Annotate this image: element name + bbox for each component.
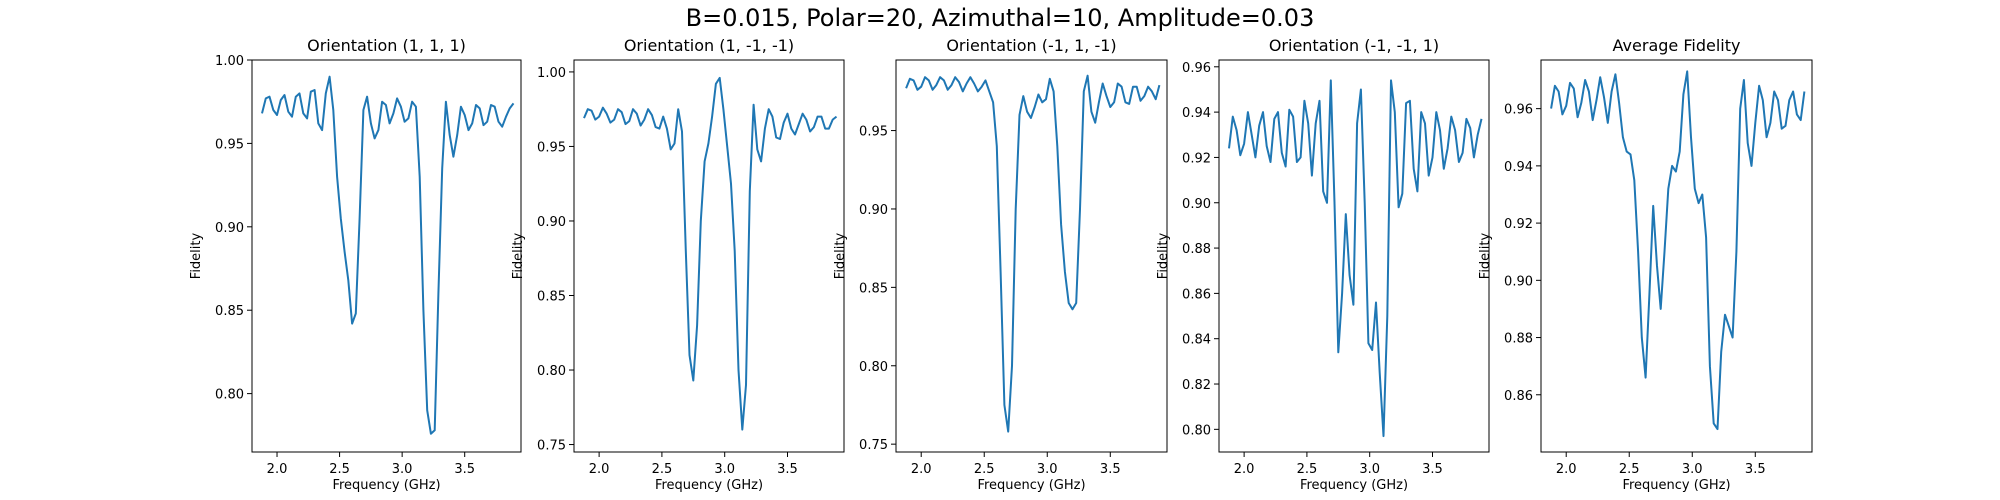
subplot-title: Orientation (1, -1, -1) (624, 36, 794, 55)
x-tick-label: 2.0 (267, 462, 288, 477)
series-line-1 (905, 74, 1161, 433)
y-tick-label: 0.90 (537, 215, 566, 230)
series-line-1 (1228, 79, 1483, 438)
subplot-title: Orientation (1, 1, 1) (307, 36, 466, 55)
subplot-5: 2.0 2.5 3.0 3.5 0.86 0.88 0.90 0.92 0.94 0.96 Aver… (1478, 36, 1813, 493)
subplot-title: Orientation (-1, -1, 1) (1269, 36, 1439, 55)
y-tick-label: 0.86 (1504, 389, 1533, 404)
y-tick-label: 0.94 (1504, 160, 1533, 175)
plot-frame (1540, 59, 1813, 453)
plot-frame (573, 59, 845, 453)
series-line-1 (1550, 70, 1806, 431)
x-tick-label: 2.0 (1234, 462, 1255, 477)
y-tick-label: 1.00 (537, 66, 566, 81)
y-tick-label: 0.95 (859, 125, 888, 140)
y-axis-label: Fidelity (1478, 232, 1493, 279)
x-tick-label: 3.0 (1037, 462, 1058, 477)
x-tick-label: 2.5 (329, 462, 350, 477)
x-tick-label: 3.5 (1422, 462, 1443, 477)
y-tick-label: 0.90 (215, 221, 244, 236)
x-axis-label: Frequency (GHz) (1300, 478, 1408, 493)
y-tick-label: 0.80 (215, 388, 244, 403)
y-tick-label: 0.75 (537, 439, 566, 454)
x-tick-label: 2.5 (1297, 462, 1318, 477)
y-axis-label: Fidelity (189, 232, 204, 279)
x-tick-label: 2.0 (911, 462, 932, 477)
x-tick-label: 3.5 (1745, 462, 1766, 477)
y-tick-label: 0.85 (537, 289, 566, 304)
y-axis-label: Fidelity (511, 232, 526, 279)
x-axis-label: Frequency (GHz) (977, 478, 1085, 493)
y-tick-label: 0.92 (1182, 151, 1211, 166)
plot-frame (895, 59, 1168, 453)
subplot-4: 2.0 2.5 3.0 3.5 0.80 0.82 0.84 0.86 0.88 0.90 0.92… (1156, 36, 1490, 493)
subplot-title: Orientation (-1, 1, -1) (946, 36, 1116, 55)
y-tick-label: 0.95 (537, 140, 566, 155)
x-tick-label: 3.0 (714, 462, 735, 477)
y-tick-label: 0.82 (1182, 378, 1211, 393)
y-tick-label: 0.86 (1182, 287, 1211, 302)
x-tick-label: 2.0 (1556, 462, 1577, 477)
subplot-title: Average Fidelity (1613, 36, 1741, 55)
subplot-1: 2.0 2.5 3.0 3.5 0.80 0.85 0.90 0.95 1.00 Orientat… (189, 36, 522, 493)
x-tick-label: 3.5 (1100, 462, 1121, 477)
x-tick-label: 3.5 (777, 462, 798, 477)
x-tick-label: 3.0 (1359, 462, 1380, 477)
x-axis-label: Frequency (GHz) (655, 478, 763, 493)
subplot-2: 2.0 2.5 3.0 3.5 0.75 0.80 0.85 0.90 0.95 1.00 Orie… (511, 36, 845, 493)
x-tick-label: 2.5 (652, 462, 673, 477)
y-tick-label: 0.85 (215, 304, 244, 319)
plot-frame (251, 59, 522, 453)
y-tick-label: 1.00 (215, 54, 244, 69)
y-tick-label: 0.80 (859, 360, 888, 375)
y-axis-label: Fidelity (1156, 232, 1171, 279)
subplot-3: 2.0 2.5 3.0 3.5 0.75 0.80 0.85 0.90 0.95 Orientat… (833, 36, 1168, 493)
y-tick-label: 0.75 (859, 438, 888, 453)
x-tick-label: 2.0 (589, 462, 610, 477)
y-tick-label: 0.88 (1504, 332, 1533, 347)
y-tick-label: 0.85 (859, 281, 888, 296)
x-axis-label: Frequency (GHz) (332, 478, 440, 493)
plot-frame (1218, 59, 1490, 453)
y-tick-label: 0.90 (859, 203, 888, 218)
y-tick-label: 0.80 (1182, 423, 1211, 438)
x-tick-label: 3.0 (392, 462, 413, 477)
x-tick-label: 3.0 (1682, 462, 1703, 477)
y-tick-label: 0.94 (1182, 106, 1211, 121)
y-axis-label: Fidelity (833, 232, 848, 279)
y-tick-label: 0.84 (1182, 333, 1211, 348)
x-tick-label: 2.5 (974, 462, 995, 477)
y-tick-label: 0.92 (1504, 217, 1533, 232)
y-tick-label: 0.95 (215, 137, 244, 152)
y-tick-label: 0.80 (537, 364, 566, 379)
y-tick-label: 0.88 (1182, 242, 1211, 257)
x-axis-label: Frequency (GHz) (1622, 478, 1730, 493)
figure-title: B=0.015, Polar=20, Azimuthal=10, Amplitu… (685, 4, 1315, 32)
y-tick-label: 0.96 (1504, 103, 1533, 118)
y-tick-label: 0.90 (1504, 274, 1533, 289)
y-tick-label: 0.90 (1182, 197, 1211, 212)
series-line-1 (583, 76, 838, 431)
series-line-1 (261, 75, 515, 435)
x-tick-label: 3.5 (454, 462, 475, 477)
y-tick-label: 0.96 (1182, 61, 1211, 76)
x-tick-label: 2.5 (1619, 462, 1640, 477)
